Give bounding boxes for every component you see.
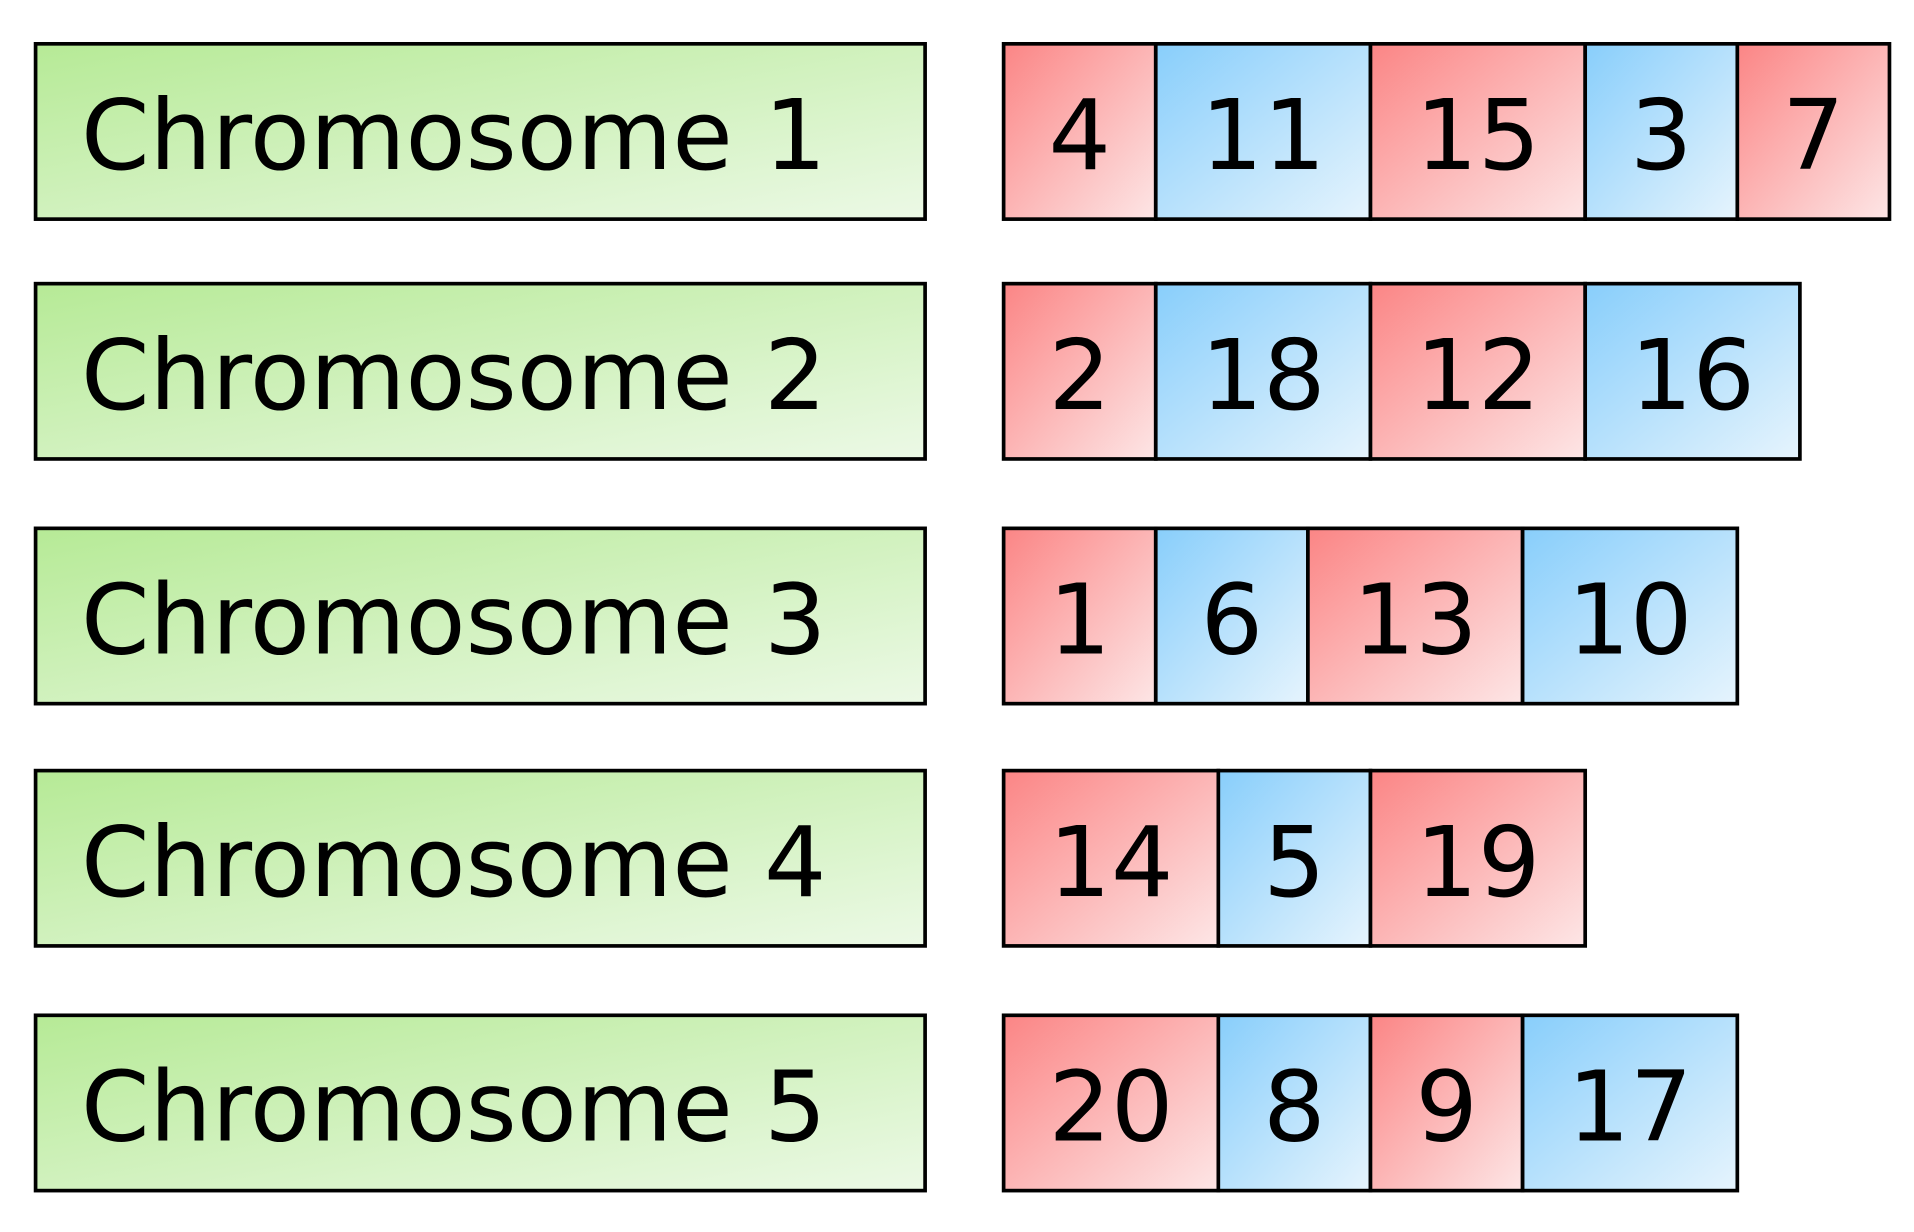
gene-cell: [1368, 768, 1588, 948]
gene-cell: [1153, 42, 1373, 221]
gene-cell: [1153, 526, 1310, 706]
gene-cell: [1583, 281, 1802, 461]
gene-cell: [1368, 281, 1588, 461]
chromosome-box: [33, 768, 927, 948]
chromosome-label: Chromosome 5: [81, 1051, 826, 1165]
gene-number: 5: [1263, 806, 1325, 920]
gene-number: 6: [1201, 564, 1263, 678]
gene-cell: [1001, 526, 1158, 706]
gene-number: 15: [1415, 80, 1540, 194]
gene-number: 17: [1568, 1051, 1693, 1165]
gene-number: 9: [1415, 1051, 1477, 1165]
gene-number: 2: [1048, 319, 1110, 433]
gene-number: 4: [1048, 80, 1110, 194]
gene-cell: [1520, 526, 1740, 706]
gene-cell: [1216, 768, 1373, 948]
gene-cell: [1153, 281, 1373, 461]
gene-number: 8: [1263, 1051, 1325, 1165]
gene-cell: [1001, 42, 1158, 221]
gene-number: 13: [1353, 564, 1478, 678]
gene-number: 16: [1630, 319, 1755, 433]
gene-number: 19: [1415, 806, 1540, 920]
gene-number: 14: [1049, 806, 1174, 920]
gene-cell: [1735, 42, 1892, 221]
chromosome-box: [33, 1013, 927, 1193]
gene-number: 7: [1782, 80, 1844, 194]
gene-cell: [1520, 1013, 1740, 1193]
gene-number: 20: [1049, 1051, 1174, 1165]
chromosome-label: Chromosome 3: [81, 564, 826, 678]
gene-number: 11: [1201, 80, 1326, 194]
chromosome-label: Chromosome 4: [81, 806, 826, 920]
gene-number: 12: [1415, 319, 1540, 433]
gene-number: 10: [1568, 564, 1693, 678]
gene-number: 3: [1630, 80, 1692, 194]
gene-cell: [1001, 281, 1158, 461]
chromosome-label: Chromosome 1: [81, 80, 826, 194]
gene-cell: [1583, 42, 1740, 221]
chromosome-box: [33, 526, 927, 706]
gene-number: 1: [1048, 564, 1110, 678]
chromosome-box: [33, 281, 927, 461]
gene-number: 18: [1201, 319, 1326, 433]
chromosome-label: Chromosome 2: [81, 319, 826, 433]
gene-cell: [1216, 1013, 1373, 1193]
chromosome-box: [33, 42, 927, 221]
gene-cell: [1001, 1013, 1221, 1193]
gene-cell: [1001, 768, 1221, 948]
